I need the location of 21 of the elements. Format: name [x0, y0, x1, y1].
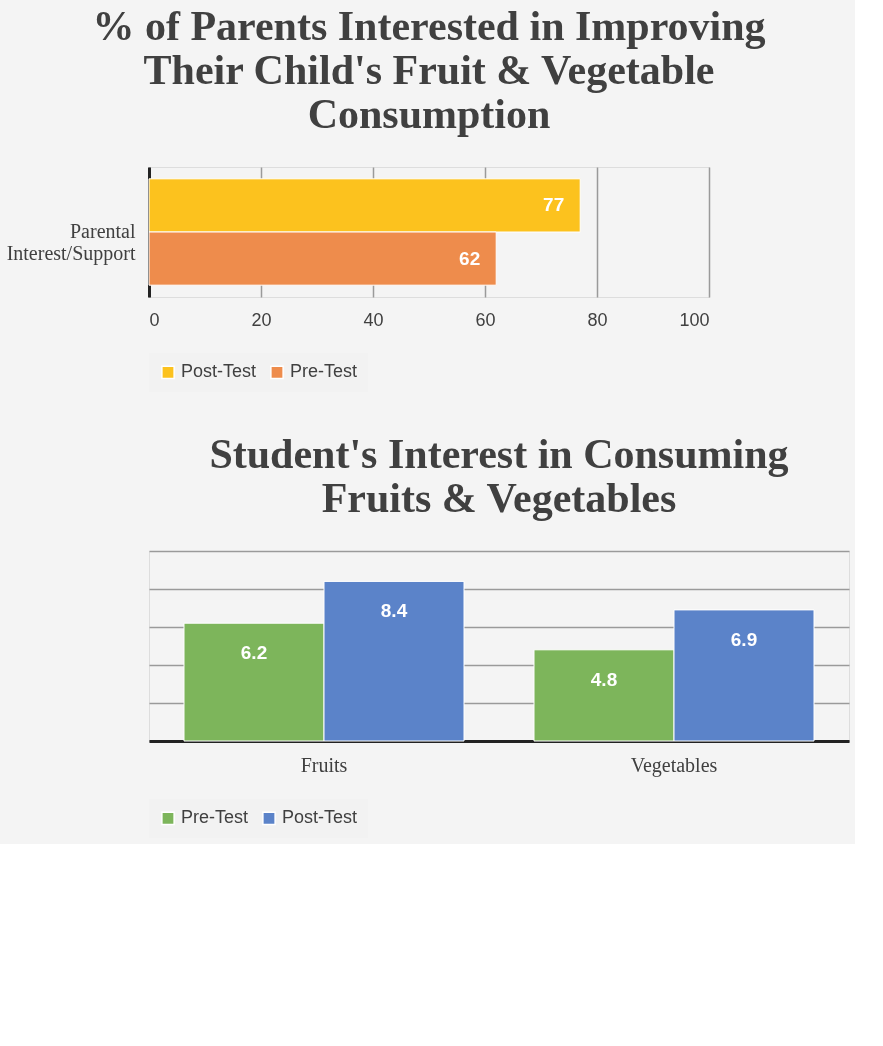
x-tick-label: 40	[363, 309, 384, 330]
legend-label: Pre-Test	[181, 807, 249, 828]
data-label: 8.4	[380, 600, 408, 622]
legend-label: Post-Test	[181, 361, 257, 382]
x-tick-label: 0	[149, 309, 160, 330]
legend-label: Post-Test	[282, 807, 358, 828]
x-tick-label: 20	[251, 309, 272, 330]
y-tick-label: Parental Interest/Support	[6, 220, 136, 265]
legend-label: Pre-Test	[290, 361, 358, 382]
data-label: 77	[543, 194, 565, 216]
x-tick-label: 100	[679, 309, 710, 330]
data-label: 6.2	[240, 642, 268, 664]
chart-title: Student's Interest in Consuming Fruits & Vegetables	[209, 431, 789, 521]
x-tick-label: 80	[587, 309, 608, 330]
x-tick-label: Fruits	[300, 753, 348, 776]
x-tick-label: 60	[475, 309, 496, 330]
x-tick-label: Vegetables	[630, 753, 718, 777]
chart-title: % of Parents Interested in Improving Their Child's Fruit & Vegetable Consumption	[92, 3, 766, 137]
data-label: 6.9	[730, 628, 758, 650]
data-label: 62	[459, 247, 481, 269]
data-label: 4.8	[590, 668, 618, 690]
